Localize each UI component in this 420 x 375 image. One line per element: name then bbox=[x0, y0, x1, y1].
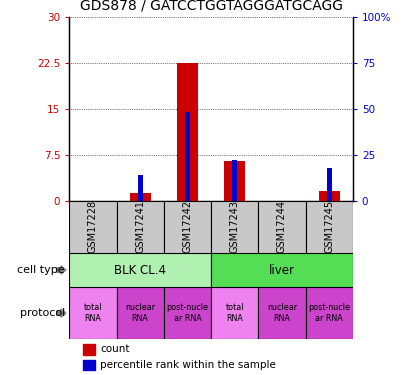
Bar bbox=[164, 201, 211, 253]
Bar bbox=[117, 287, 164, 339]
Bar bbox=[211, 253, 353, 287]
Text: GSM17243: GSM17243 bbox=[230, 200, 240, 254]
Bar bbox=[117, 201, 164, 253]
Text: count: count bbox=[100, 345, 130, 354]
Text: GSM17228: GSM17228 bbox=[88, 200, 98, 254]
Text: GSM17241: GSM17241 bbox=[135, 200, 145, 254]
Bar bbox=[258, 201, 306, 253]
Text: GSM17245: GSM17245 bbox=[324, 200, 334, 254]
Text: BLK CL.4: BLK CL.4 bbox=[114, 264, 166, 276]
Bar bbox=[164, 287, 211, 339]
Bar bbox=[177, 63, 198, 201]
Text: liver: liver bbox=[269, 264, 295, 276]
Text: nuclear
RNA: nuclear RNA bbox=[125, 303, 155, 323]
Text: GSM17244: GSM17244 bbox=[277, 200, 287, 254]
Text: total
RNA: total RNA bbox=[84, 303, 102, 323]
Bar bbox=[185, 112, 190, 201]
Bar bbox=[258, 287, 306, 339]
Bar bbox=[211, 201, 258, 253]
Bar bbox=[69, 287, 117, 339]
Bar bbox=[84, 360, 95, 370]
Bar bbox=[129, 193, 151, 201]
Bar bbox=[138, 175, 142, 201]
Text: GSM17242: GSM17242 bbox=[182, 200, 192, 254]
Text: nuclear
RNA: nuclear RNA bbox=[267, 303, 297, 323]
Bar bbox=[211, 287, 258, 339]
Bar bbox=[224, 161, 245, 201]
Bar bbox=[69, 253, 211, 287]
Bar bbox=[327, 168, 331, 201]
Text: percentile rank within the sample: percentile rank within the sample bbox=[100, 360, 276, 370]
Bar bbox=[306, 201, 353, 253]
Bar bbox=[84, 344, 95, 355]
Bar bbox=[69, 201, 117, 253]
Bar bbox=[232, 160, 237, 201]
Text: total
RNA: total RNA bbox=[226, 303, 244, 323]
Text: post-nucle
ar RNA: post-nucle ar RNA bbox=[166, 303, 208, 323]
Bar bbox=[318, 191, 340, 201]
Text: protocol: protocol bbox=[20, 308, 65, 318]
Text: post-nucle
ar RNA: post-nucle ar RNA bbox=[308, 303, 350, 323]
Bar bbox=[306, 287, 353, 339]
Text: cell type: cell type bbox=[18, 265, 65, 275]
Title: GDS878 / GATCCTGGTAGGGATGCAGG: GDS878 / GATCCTGGTAGGGATGCAGG bbox=[79, 0, 343, 13]
